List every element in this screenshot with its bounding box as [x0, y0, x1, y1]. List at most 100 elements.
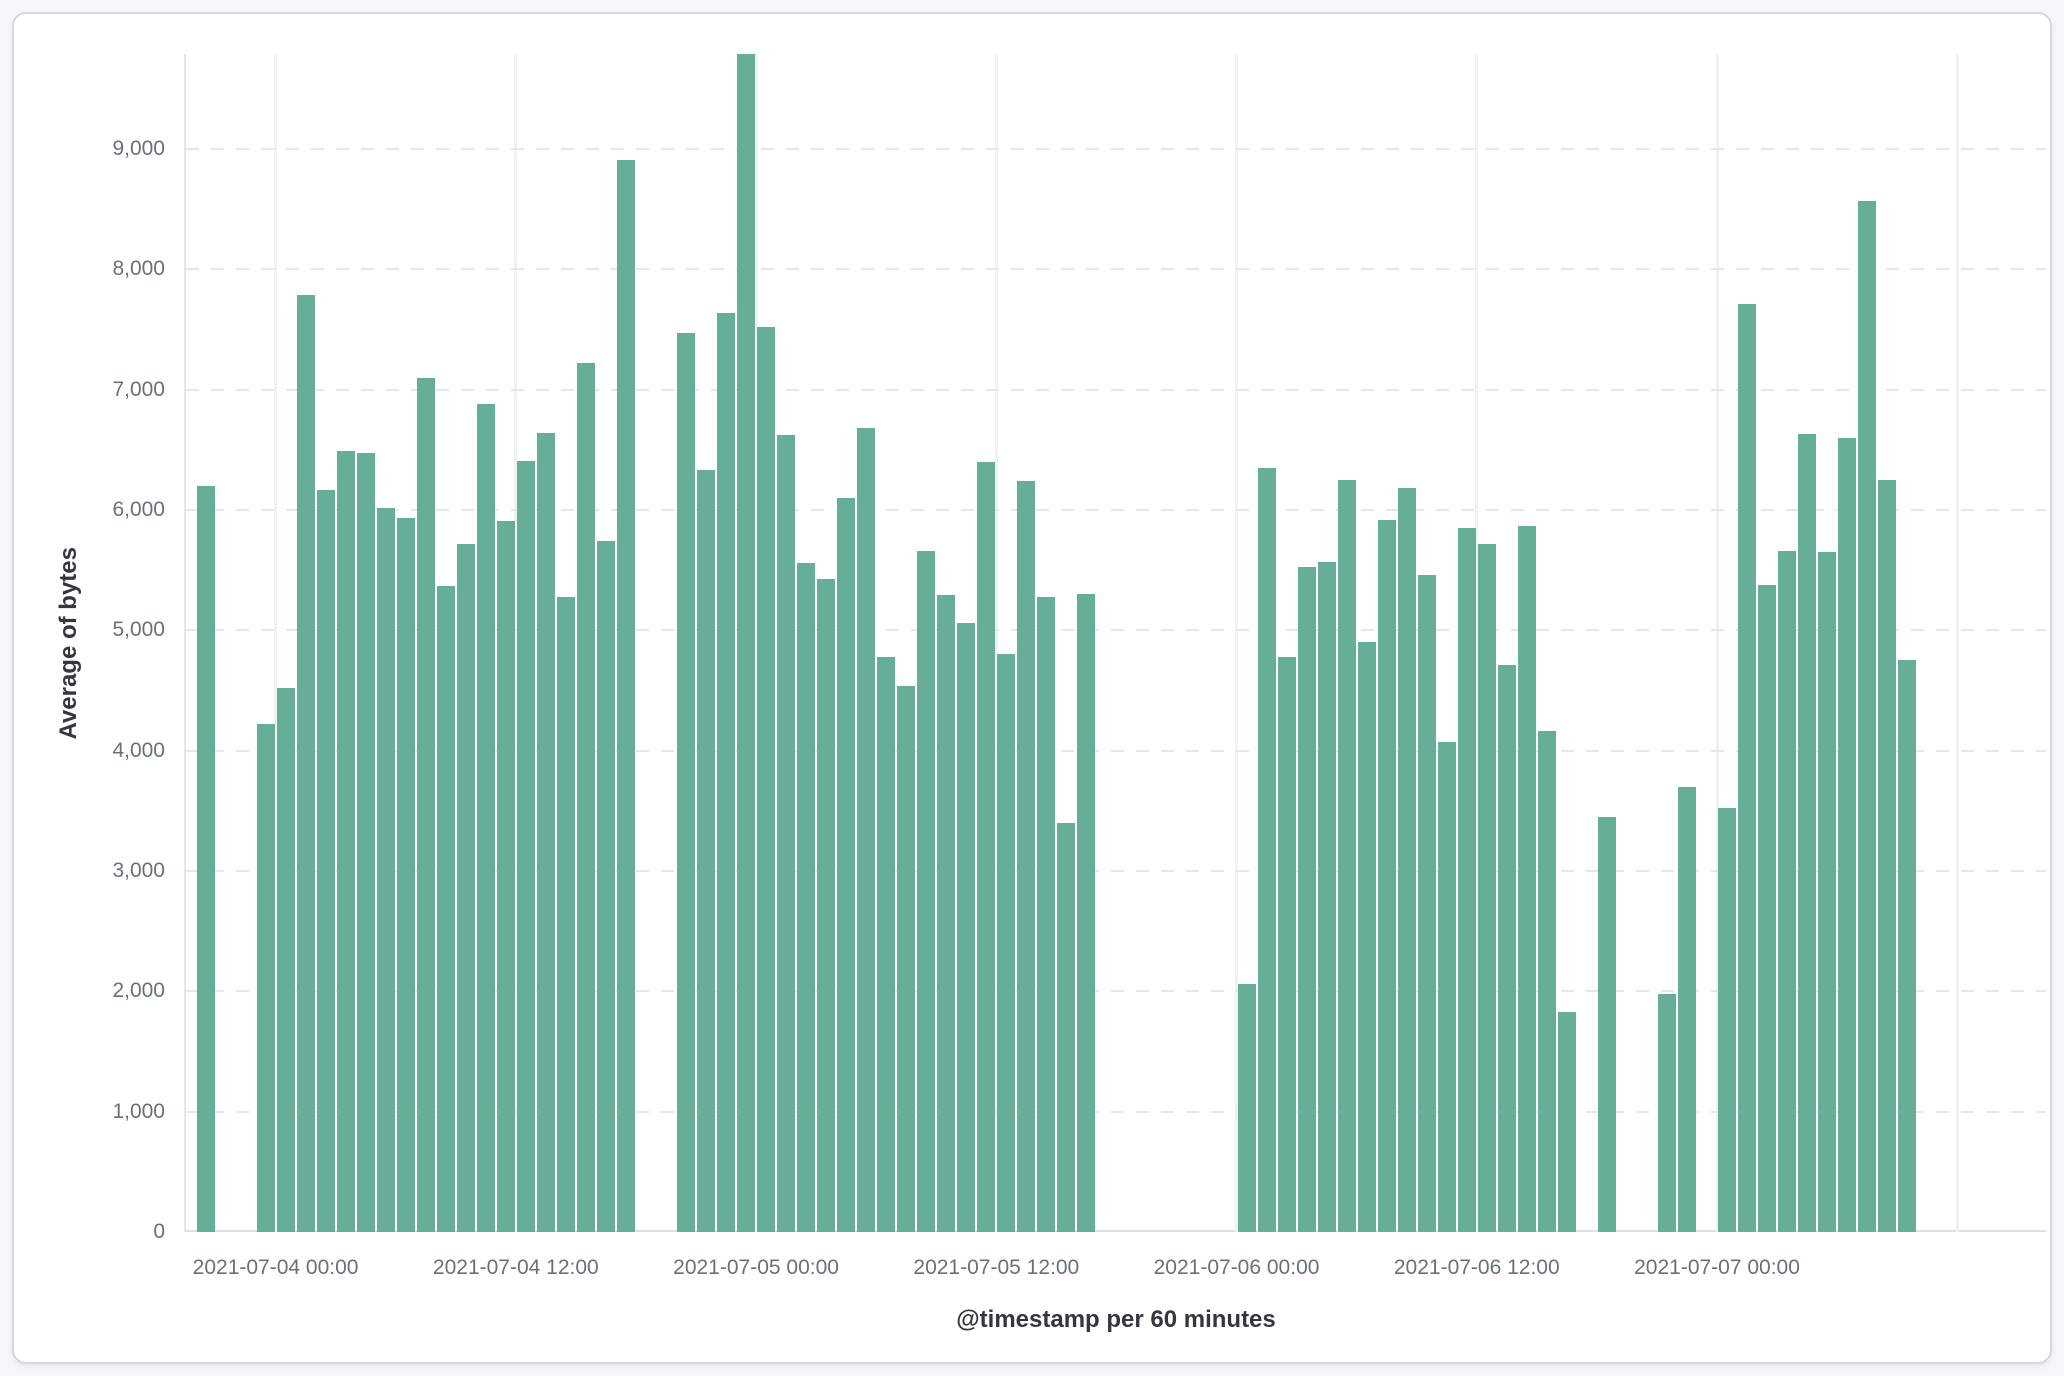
bar[interactable]	[757, 327, 776, 1232]
vertical-gridline	[274, 54, 278, 1232]
y-tick-label: 0	[153, 1220, 165, 1243]
bar[interactable]	[997, 654, 1016, 1232]
vertical-gridline	[1955, 54, 1959, 1232]
bar[interactable]	[1758, 584, 1777, 1232]
y-tick-label: 1,000	[112, 1099, 165, 1123]
bar[interactable]	[1317, 561, 1336, 1232]
x-axis-line	[186, 1230, 2046, 1232]
bar[interactable]	[1818, 552, 1837, 1232]
bar[interactable]	[1257, 467, 1276, 1232]
bar[interactable]	[1838, 437, 1857, 1232]
bar[interactable]	[516, 460, 535, 1232]
vertical-gridline	[1715, 54, 1719, 1232]
y-tick-label: 8,000	[112, 257, 165, 281]
bar[interactable]	[1377, 519, 1396, 1232]
bar[interactable]	[857, 428, 876, 1232]
bar[interactable]	[1297, 566, 1316, 1232]
bar[interactable]	[797, 562, 816, 1232]
chart-panel: Average of bytes 0 1,000 2,000 3,000 4,000 5,…	[12, 12, 2052, 1364]
bar[interactable]	[576, 363, 595, 1232]
bar[interactable]	[777, 435, 796, 1232]
x-tick-label: 2021-07-04 12:00	[432, 1256, 599, 1279]
bar[interactable]	[1898, 660, 1917, 1232]
bar[interactable]	[296, 294, 315, 1232]
bar[interactable]	[616, 159, 635, 1232]
bar[interactable]	[697, 470, 716, 1232]
bar[interactable]	[1057, 822, 1076, 1232]
bar[interactable]	[1437, 742, 1456, 1232]
bar[interactable]	[817, 578, 836, 1232]
horizontal-gridline	[186, 990, 2046, 993]
bar[interactable]	[1677, 786, 1696, 1232]
plot-area	[184, 54, 2046, 1232]
bar[interactable]	[737, 54, 756, 1232]
horizontal-gridline	[186, 268, 2046, 271]
bar[interactable]	[877, 656, 896, 1232]
y-tick-label: 6,000	[112, 498, 165, 522]
bar[interactable]	[436, 585, 455, 1232]
bar[interactable]	[1417, 575, 1436, 1232]
bar[interactable]	[1337, 479, 1356, 1232]
bar[interactable]	[536, 433, 555, 1232]
bar[interactable]	[917, 550, 936, 1232]
bar[interactable]	[837, 498, 856, 1232]
bar[interactable]	[1798, 434, 1817, 1232]
bar[interactable]	[1017, 481, 1036, 1232]
vertical-gridline	[1235, 54, 1239, 1232]
bar[interactable]	[676, 333, 695, 1232]
y-axis-line	[184, 54, 186, 1232]
bar[interactable]	[376, 507, 395, 1232]
bar[interactable]	[276, 688, 295, 1232]
x-tick-label: 2021-07-07 00:00	[1634, 1256, 1800, 1279]
bar[interactable]	[1537, 731, 1556, 1232]
bar[interactable]	[476, 404, 495, 1232]
bar[interactable]	[456, 543, 475, 1232]
bar[interactable]	[1077, 594, 1096, 1232]
vertical-gridline	[1475, 54, 1479, 1232]
horizontal-gridline	[186, 509, 2046, 512]
bar[interactable]	[957, 623, 976, 1232]
horizontal-gridline	[186, 148, 2046, 151]
bar[interactable]	[1397, 488, 1416, 1232]
y-tick-label: 2,000	[112, 979, 165, 1003]
vertical-gridline	[514, 54, 518, 1232]
x-tick-label: 2021-07-05 00:00	[673, 1256, 839, 1279]
bar[interactable]	[1778, 550, 1797, 1232]
y-tick-label: 3,000	[112, 859, 165, 883]
bar[interactable]	[977, 461, 996, 1232]
bar[interactable]	[1357, 642, 1376, 1232]
y-tick-label: 4,000	[112, 738, 165, 762]
bar[interactable]	[596, 541, 615, 1232]
bar[interactable]	[1037, 596, 1056, 1232]
bar[interactable]	[1718, 808, 1737, 1232]
bar[interactable]	[1878, 479, 1897, 1232]
bar[interactable]	[717, 312, 736, 1232]
bar[interactable]	[1557, 1011, 1576, 1232]
y-tick-label: 5,000	[112, 618, 165, 642]
bar[interactable]	[1477, 543, 1496, 1232]
bar[interactable]	[256, 724, 275, 1232]
bar[interactable]	[1457, 528, 1476, 1232]
bar[interactable]	[336, 451, 355, 1232]
bar[interactable]	[396, 518, 415, 1232]
bar[interactable]	[356, 453, 375, 1232]
bar[interactable]	[496, 520, 515, 1232]
horizontal-gridline	[186, 870, 2046, 873]
bar[interactable]	[1277, 656, 1296, 1232]
bar[interactable]	[937, 595, 956, 1232]
bar[interactable]	[1657, 993, 1676, 1232]
x-tick-label: 2021-07-05 12:00	[913, 1256, 1080, 1279]
bar[interactable]	[556, 596, 575, 1232]
bar[interactable]	[1738, 304, 1757, 1232]
bar[interactable]	[196, 485, 215, 1232]
bar[interactable]	[1237, 984, 1256, 1232]
x-axis-title: @timestamp per 60 minutes	[956, 1306, 1276, 1333]
horizontal-gridline	[186, 388, 2046, 391]
bar[interactable]	[1597, 816, 1616, 1232]
bar[interactable]	[1858, 200, 1877, 1232]
bar[interactable]	[1517, 525, 1536, 1232]
bar[interactable]	[897, 685, 916, 1232]
bar[interactable]	[316, 489, 335, 1232]
bar[interactable]	[416, 377, 435, 1232]
bar[interactable]	[1497, 665, 1516, 1232]
